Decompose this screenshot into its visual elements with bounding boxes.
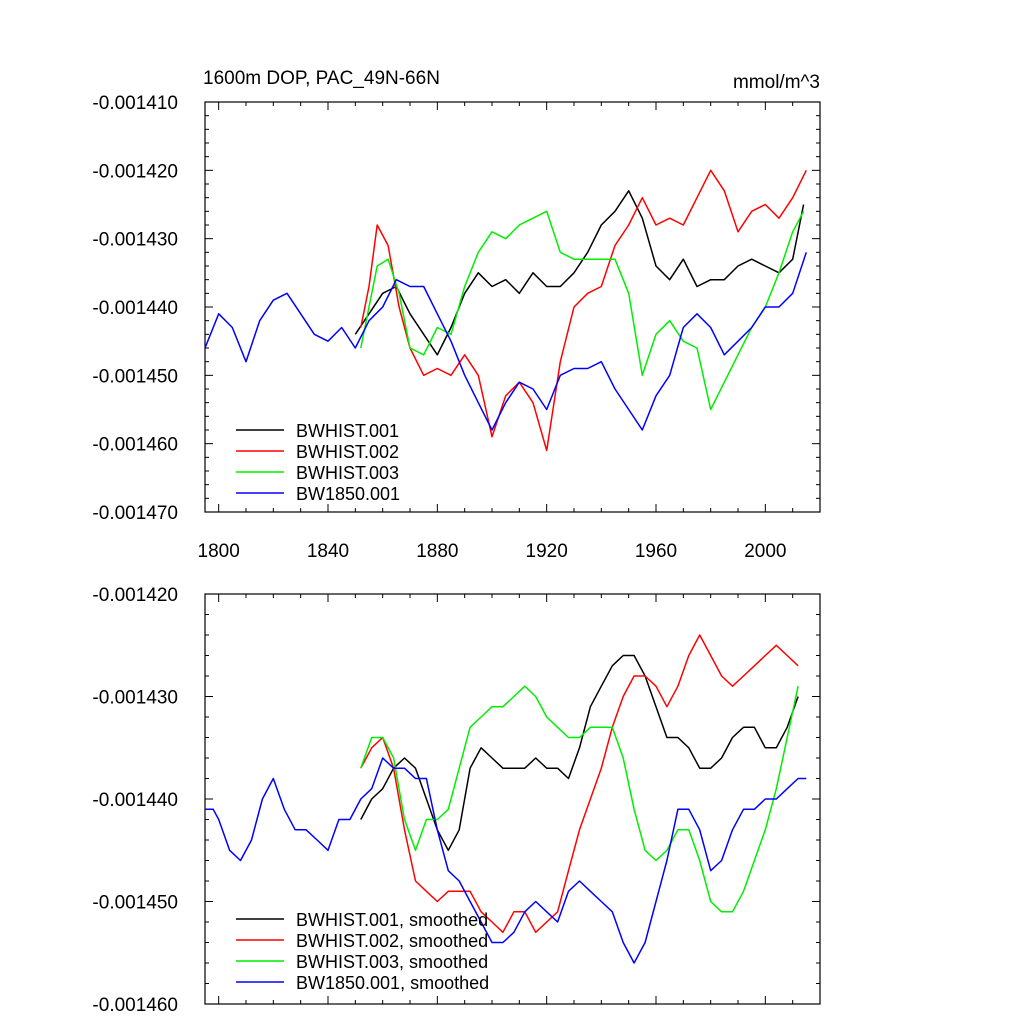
series-line-2: [360, 634, 799, 934]
series-line-2: [360, 169, 807, 452]
y-tick-label: -0.001420: [92, 161, 178, 182]
y-tick-label: -0.001440: [92, 298, 178, 319]
x-tick-label: 1840: [307, 541, 349, 562]
series-line-4: [205, 757, 807, 964]
legend-label: BWHIST.002, smoothed: [296, 931, 488, 951]
bottom-chart-panel: -0.001420 -0.001430 -0.001440 -0.001450 -0.0…: [92, 585, 821, 1016]
y-tick-label: -0.001410: [92, 93, 178, 114]
legend-label: BW1850.001, smoothed: [296, 973, 489, 993]
y-tick-label: -0.001440: [92, 790, 178, 811]
chart-title: 1600m DOP, PAC_49N-66N: [203, 68, 440, 89]
x-tick-label: 1920: [526, 541, 568, 562]
x-tick-label: 1960: [635, 541, 677, 562]
y-tick-label: -0.001420: [92, 585, 178, 606]
x-tick-label: 1800: [198, 541, 240, 562]
legend-label: BW1850.001: [296, 484, 400, 504]
legend-label: BWHIST.003, smoothed: [296, 952, 488, 972]
top-chart-panel: 1600m DOP, PAC_49N-66N mmol/m^3 -0.00141…: [92, 68, 821, 562]
units-label: mmol/m^3: [733, 72, 820, 93]
y-tick-label: -0.001450: [92, 366, 178, 387]
legend-label: BWHIST.001: [296, 421, 399, 441]
series-line-3: [360, 685, 799, 913]
legend-label: BWHIST.001, smoothed: [296, 910, 488, 930]
series-line-1: [354, 190, 805, 356]
legend-label: BWHIST.002: [296, 442, 399, 462]
y-tick-label: -0.001430: [92, 230, 178, 251]
series-line-3: [360, 210, 805, 411]
x-tick-label: 2000: [744, 541, 786, 562]
x-tick-label: 1880: [416, 541, 458, 562]
y-tick-label: -0.001470: [92, 503, 178, 524]
y-tick-label: -0.001460: [92, 435, 178, 456]
legend-label: BWHIST.003: [296, 463, 399, 483]
y-tick-label: -0.001460: [92, 995, 178, 1016]
series-line-4: [204, 252, 808, 431]
y-tick-label: -0.001430: [92, 688, 178, 709]
y-tick-label: -0.001450: [92, 893, 178, 914]
